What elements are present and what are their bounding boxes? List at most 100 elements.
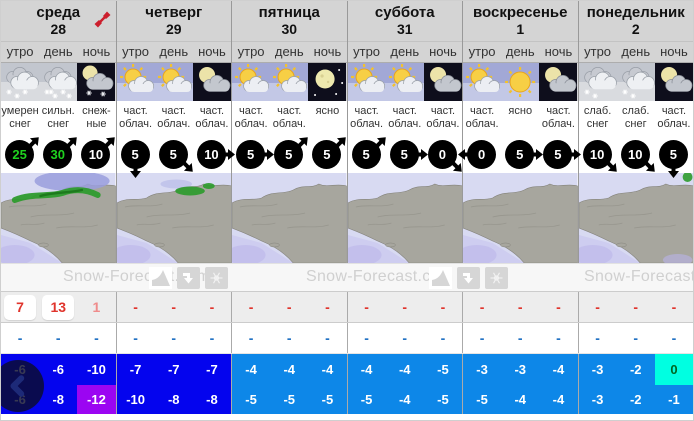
wind-speed-value: 10 — [196, 139, 226, 169]
rain-value: - — [39, 323, 77, 353]
max-temp-cell: -4 — [539, 354, 578, 385]
forecast-map[interactable] — [578, 173, 693, 263]
snow-moderate-icon — [1, 63, 40, 101]
weather-icons-row — [1, 63, 116, 101]
time-label: ночь — [82, 44, 111, 59]
forecast-map[interactable] — [116, 173, 231, 263]
rain-dash: - — [671, 330, 677, 346]
wind-speed-value: 5 — [312, 139, 342, 169]
rain-value: - — [579, 323, 617, 353]
desc-line: облач. — [350, 118, 384, 130]
snowflake-icon[interactable] — [205, 267, 228, 289]
watermark-brand: Snow-Forecast.com — [306, 268, 454, 285]
weather-desc-row: част. облач. част. облач. част. облач. — [116, 101, 231, 136]
download-icon[interactable] — [457, 267, 480, 289]
snow-dash: - — [556, 299, 561, 315]
rain-value: - — [232, 323, 270, 353]
max-temp-cell: -4 — [308, 354, 347, 385]
time-label: ночь — [660, 44, 688, 59]
max-temp-cell: 0 — [654, 354, 693, 385]
day-header[interactable]: суббота 31 — [347, 1, 462, 41]
wind-cell: 5 — [117, 136, 155, 178]
desc-line: част. — [354, 105, 379, 117]
rain-dash: - — [364, 330, 369, 346]
day-group: -3 -3 -4 — [463, 354, 579, 385]
wind-cell: 5 — [539, 136, 582, 173]
day-header[interactable]: четверг 29 — [116, 1, 231, 41]
snow-value: - — [270, 292, 308, 322]
wind-cell: 10 — [617, 136, 655, 173]
forecast-map[interactable] — [232, 173, 347, 263]
wind-speed-value: 0 — [467, 139, 497, 169]
day-header[interactable]: пятница 30 — [232, 1, 347, 41]
weather-icons-row — [578, 63, 693, 101]
snow-value: - — [617, 292, 655, 322]
desc-line: облач. — [541, 118, 575, 130]
snow-value: - — [655, 292, 693, 322]
day-column: суббота 31 утро день ночь част. облач. част. обл… — [347, 1, 463, 263]
day-header[interactable]: понедельник 2 — [578, 1, 693, 41]
wind-indicator: 10 — [81, 136, 116, 169]
wind-cell: 5 — [655, 136, 693, 178]
min-temp-cell: -5 — [270, 385, 309, 414]
wind-direction-e-icon — [259, 147, 275, 162]
day-date: 31 — [396, 21, 413, 37]
wind-speed-value: 10 — [620, 139, 650, 169]
day-column: пятница 30 утро день ночь част. облач. част. обл… — [232, 1, 348, 263]
snow-dash: - — [402, 299, 408, 315]
min-temp-cell: -10 — [116, 385, 155, 414]
time-of-day-row: утро день ночь — [463, 41, 578, 63]
day-date: 30 — [281, 21, 298, 37]
expand-arrows-icon[interactable] — [93, 10, 112, 34]
wind-speed-value: 5 — [351, 139, 381, 169]
area-curve-icon[interactable] — [429, 267, 452, 289]
weather-desc: част. облач. — [155, 101, 193, 136]
day-group: --- — [463, 292, 579, 322]
rain-dash: - — [402, 330, 408, 346]
max-temp-cell: -3 — [578, 354, 617, 385]
night-partly-cloudy-icon — [192, 63, 232, 101]
snow-dash: - — [517, 299, 523, 315]
forecast-grid: среда 28 утро день ночь умерен снег сильн. снег с… — [1, 1, 693, 263]
rain-value: - — [308, 323, 346, 353]
max-temperature-row: -6-6-10-7-7-7-4-4-4-4-4-5-3-3-4-3-20 — [1, 354, 693, 385]
day-header[interactable]: среда 28 — [1, 1, 116, 41]
max-temp-cell: -2 — [616, 354, 655, 385]
night-partly-cloudy-icon — [423, 63, 463, 101]
weather-icons-row — [116, 63, 232, 101]
forecast-map[interactable] — [1, 173, 116, 263]
night-snow-icon — [77, 63, 116, 101]
weather-desc: част. облач. — [655, 101, 693, 136]
rain-value: - — [539, 323, 577, 353]
weather-desc: част. облач. — [193, 101, 231, 136]
day-group: 7 13 1 — [1, 292, 117, 322]
desc-line: ясно — [315, 105, 340, 117]
day-name: среда — [36, 4, 81, 21]
partly-sunny-icon — [116, 63, 155, 101]
wind-direction-w-icon — [458, 147, 474, 162]
min-temp-cell: -5 — [463, 385, 502, 414]
day-header[interactable]: воскресенье 1 — [463, 1, 578, 41]
forecast-map[interactable] — [463, 173, 578, 263]
time-label: день — [621, 44, 651, 59]
clear-night-icon — [308, 63, 347, 101]
day-group: --- — [117, 292, 232, 322]
desc-line: облач. — [465, 118, 499, 130]
snow-value: - — [463, 292, 501, 322]
area-curve-icon[interactable] — [149, 267, 172, 289]
time-label: ночь — [429, 44, 457, 59]
snow-dash: - — [171, 299, 177, 315]
weather-desc: част. облач. — [270, 101, 308, 136]
rain-value: - — [117, 323, 155, 353]
sunny-icon — [501, 63, 540, 101]
snow-value: - — [501, 292, 539, 322]
snow-dash: - — [248, 299, 254, 315]
snow-value-pill: 13 — [42, 294, 75, 320]
download-icon[interactable] — [177, 267, 200, 289]
wind-cell: 10 — [193, 136, 235, 173]
rain-value: - — [77, 323, 115, 353]
forecast-map[interactable] — [347, 173, 462, 263]
scroll-back-button[interactable] — [1, 360, 44, 412]
snowflake-icon[interactable] — [485, 267, 508, 289]
wind-speed-value: 25 — [5, 139, 35, 169]
